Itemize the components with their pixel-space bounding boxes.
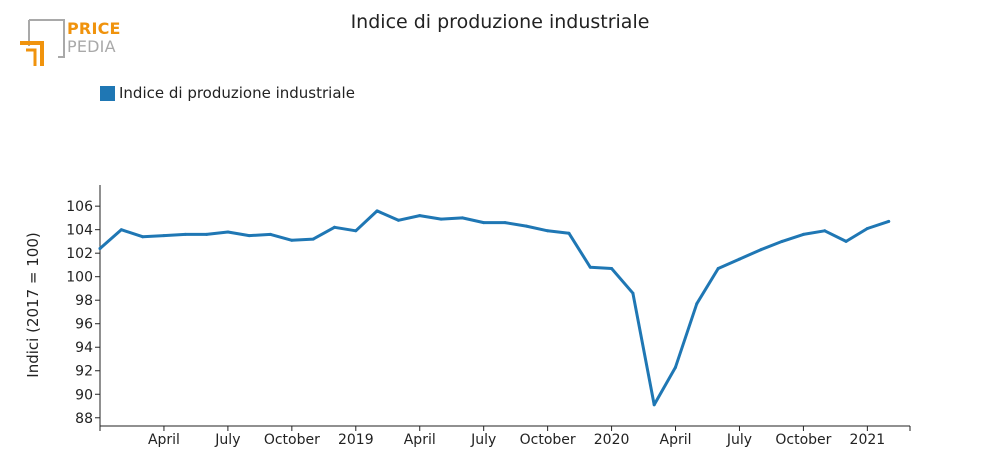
data-point <box>311 237 315 241</box>
y-tick-label: 92 <box>75 364 93 380</box>
data-point <box>524 224 528 228</box>
pricepedia-logo-text: PRICE PEDIA <box>67 20 121 56</box>
y-tick-label: 100 <box>66 270 93 286</box>
chart-title: Indice di produzione industriale <box>350 11 650 33</box>
data-point <box>652 403 656 407</box>
data-point <box>503 221 507 225</box>
pricepedia-logo-mark <box>20 19 65 66</box>
data-point <box>865 227 869 230</box>
data-point <box>610 267 614 270</box>
data-point <box>247 234 251 238</box>
data-point <box>780 239 784 243</box>
x-tick-label: July <box>470 432 496 448</box>
x-tick-label: 2021 <box>850 432 886 448</box>
data-point <box>588 265 592 269</box>
x-tick-label: October <box>264 432 320 448</box>
chart-legend: Indice di produzione industriale <box>100 84 355 102</box>
y-axis: 88 90 92 94 96 98 100 102 104 106 <box>66 185 101 427</box>
data-point <box>141 235 145 239</box>
data-point <box>823 229 827 233</box>
data-point <box>716 267 720 270</box>
data-point <box>290 238 294 242</box>
logo-word-price: PRICE <box>67 19 121 38</box>
data-point <box>269 232 272 236</box>
pricepedia-logo: PRICE PEDIA <box>20 18 130 70</box>
data-point <box>631 291 635 295</box>
data-point <box>119 228 123 232</box>
data-point <box>162 234 166 238</box>
y-axis-label: Indici (2017 = 100) <box>24 232 42 377</box>
data-point <box>801 232 805 236</box>
series-line <box>98 209 891 407</box>
y-tick-label: 102 <box>66 246 93 262</box>
x-tick-label: April <box>660 432 692 448</box>
data-point <box>396 218 400 222</box>
x-tick-label: 2020 <box>594 432 630 448</box>
data-point <box>98 247 102 250</box>
data-point <box>887 219 891 223</box>
data-point <box>759 248 763 252</box>
legend-label: Indice di produzione industriale <box>119 84 355 102</box>
data-point <box>546 229 550 233</box>
data-point <box>567 231 571 235</box>
x-tick-label: July <box>214 432 240 448</box>
x-tick-label: April <box>404 432 436 448</box>
logo-word-pedia: PEDIA <box>67 37 116 56</box>
data-point <box>226 230 230 234</box>
data-point <box>183 232 187 236</box>
data-point <box>460 216 464 220</box>
x-tick-label: 2019 <box>338 432 374 448</box>
data-point <box>375 209 379 213</box>
y-tick-label: 98 <box>75 293 93 309</box>
y-tick-label: 106 <box>66 199 93 215</box>
data-point <box>333 225 336 229</box>
data-point <box>844 239 848 243</box>
data-point <box>695 302 699 306</box>
y-tick-label: 90 <box>75 387 93 403</box>
x-tick-label: October <box>520 432 576 448</box>
y-tick-label: 94 <box>75 340 93 356</box>
legend-swatch <box>100 85 115 101</box>
x-axis: April July October 2019 April July October 2020… <box>99 425 911 448</box>
data-point <box>354 229 358 233</box>
data-point <box>674 365 677 369</box>
x-tick-label: April <box>148 432 180 448</box>
data-point <box>738 257 741 261</box>
data-point <box>482 221 486 225</box>
data-point <box>439 217 443 221</box>
series-layer <box>98 209 891 407</box>
y-tick-label: 88 <box>75 411 93 427</box>
y-tick-label: 96 <box>75 317 93 333</box>
data-point <box>418 214 422 218</box>
y-tick-label: 104 <box>66 223 93 239</box>
x-tick-label: October <box>775 432 831 448</box>
x-tick-label: July <box>726 432 752 448</box>
data-point <box>205 232 209 236</box>
